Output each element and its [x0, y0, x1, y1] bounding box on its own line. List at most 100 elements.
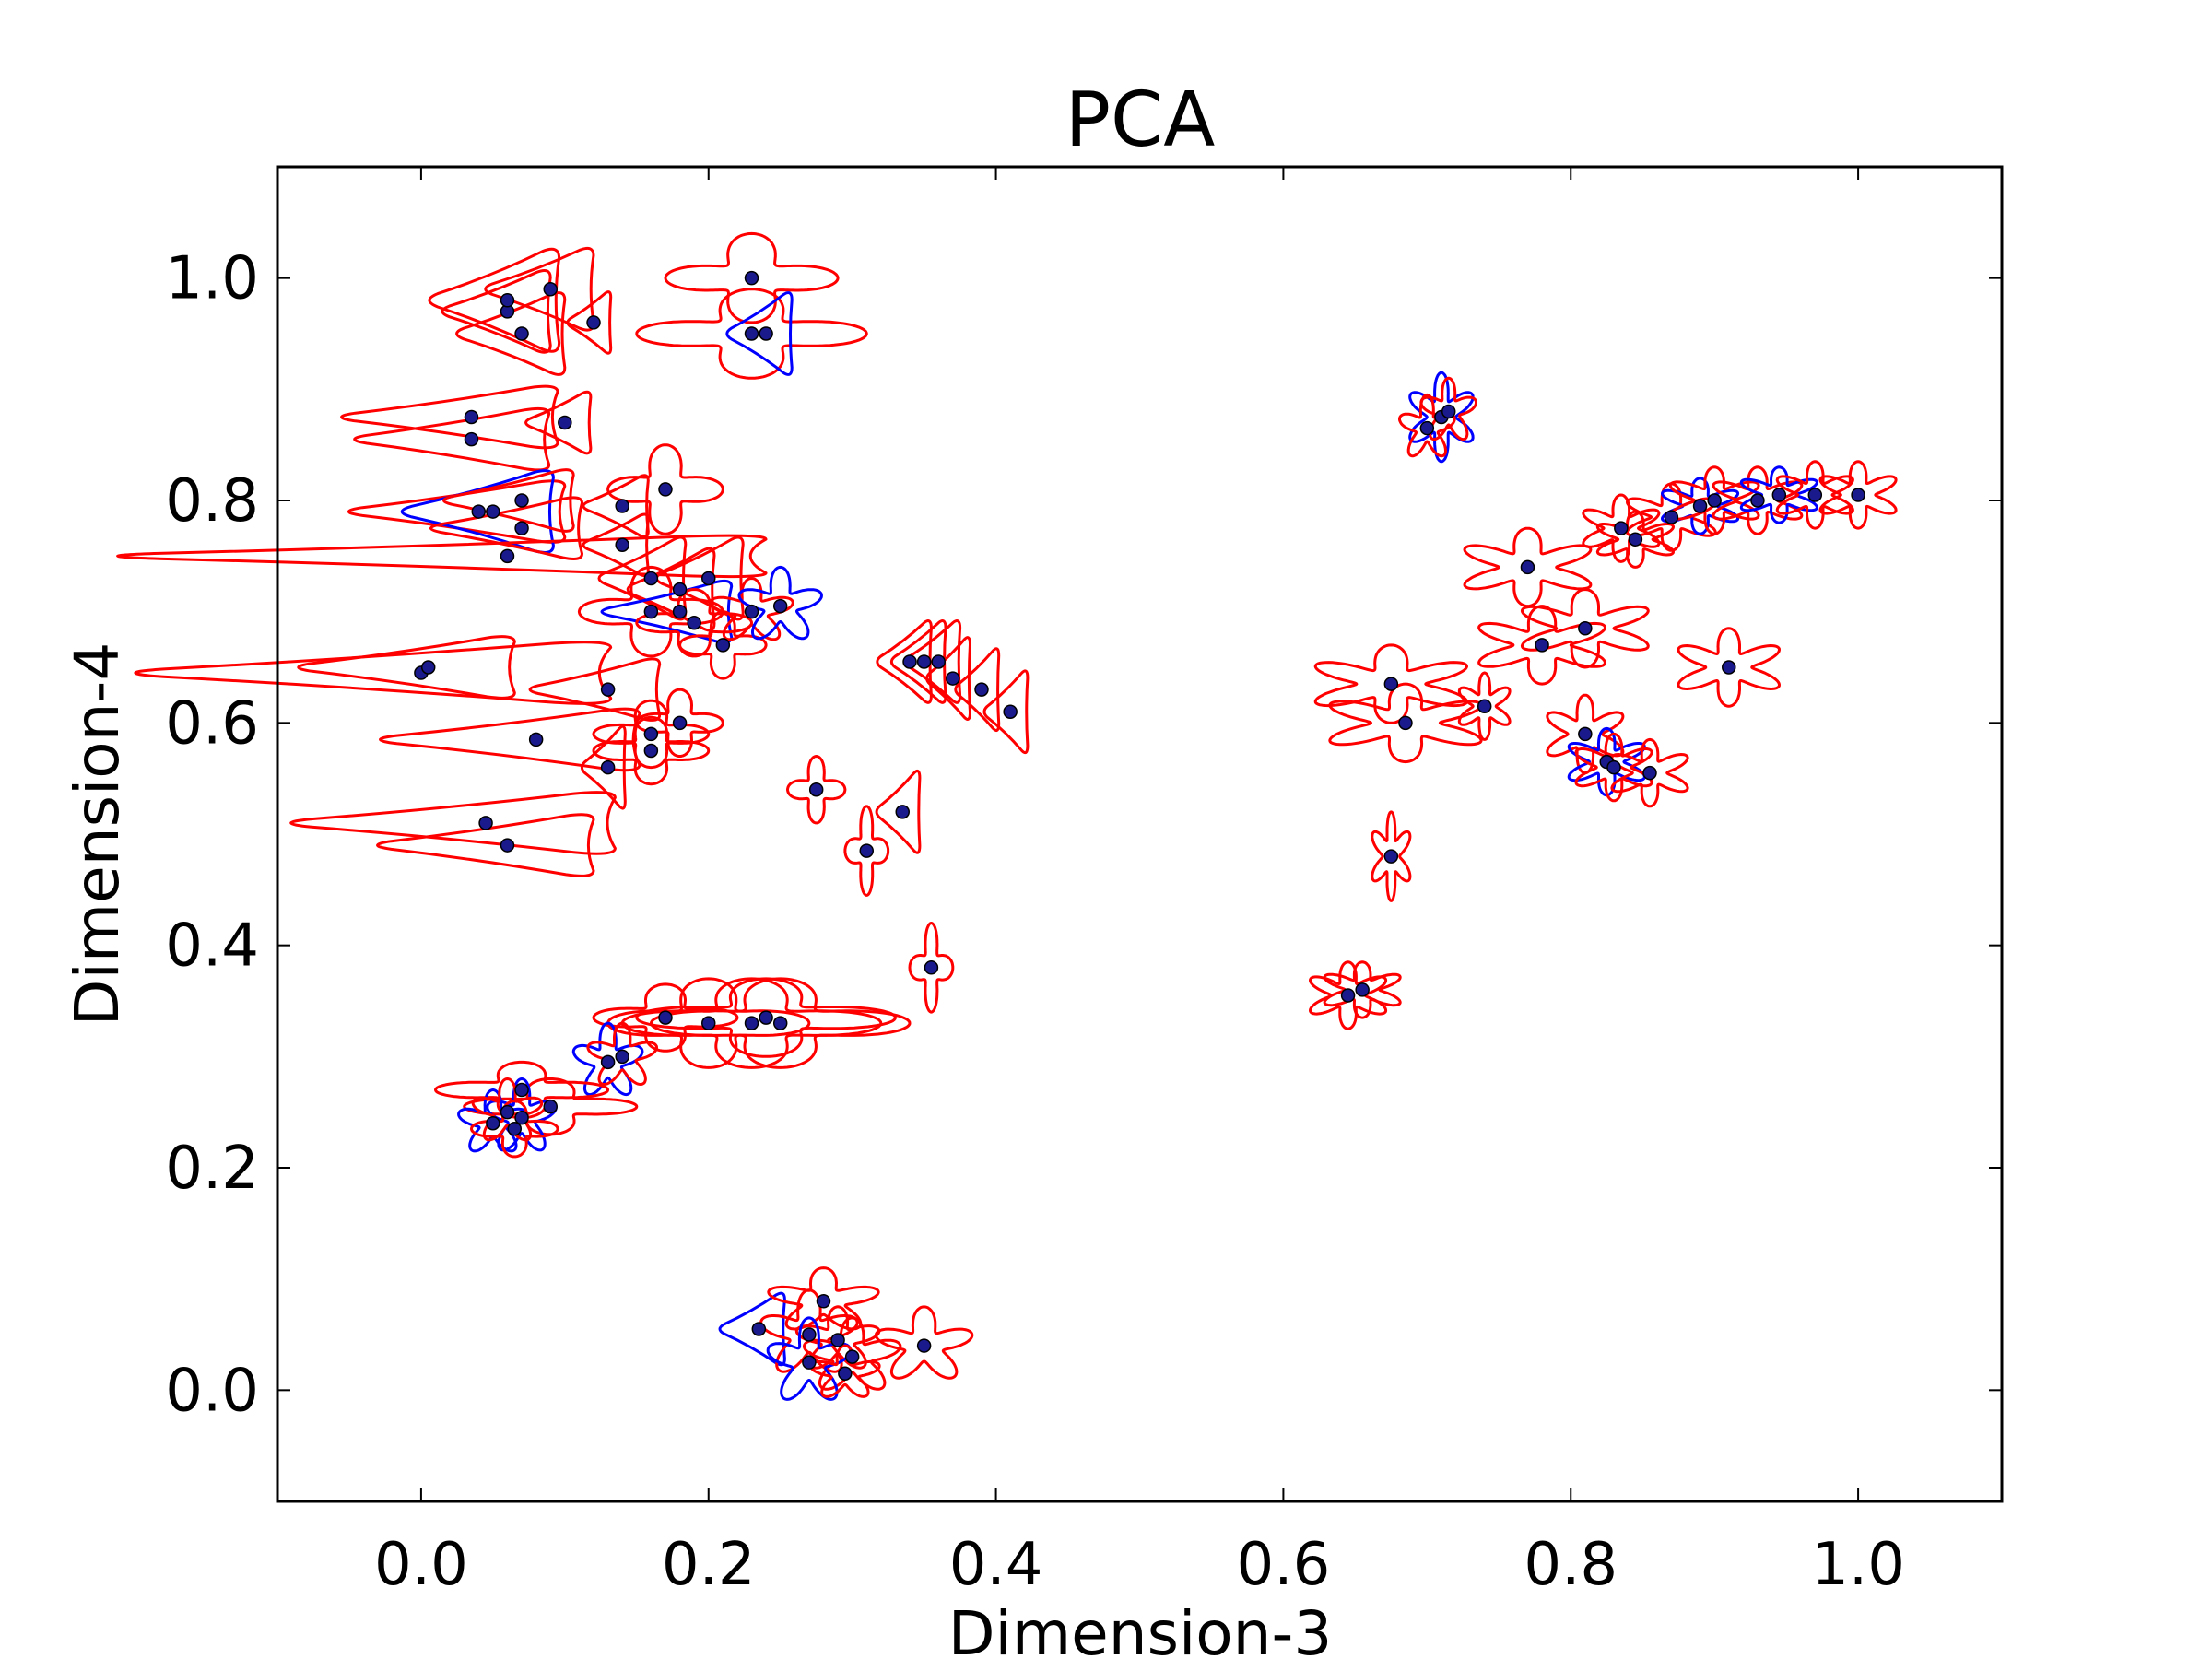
- glyph-contour: [1582, 493, 1661, 563]
- glyph-contour: [1477, 605, 1606, 686]
- point-layer: [414, 270, 1865, 1381]
- glyph-contour: [874, 1305, 974, 1380]
- data-point: [558, 415, 572, 430]
- data-point: [902, 654, 917, 669]
- glyph-contour: [654, 535, 745, 621]
- data-point: [615, 1049, 629, 1065]
- glyph-contour: [1371, 810, 1412, 902]
- data-point: [514, 493, 529, 508]
- glyph-contour: [725, 291, 794, 376]
- glyph-contour: [1677, 627, 1781, 708]
- data-point: [931, 654, 946, 669]
- data-point: [916, 654, 932, 669]
- data-point: [916, 1338, 932, 1353]
- data-point: [420, 660, 436, 675]
- data-point: [1664, 510, 1679, 524]
- data-point: [744, 326, 759, 341]
- glyph-contour: [592, 982, 739, 1053]
- glyph-contour: [429, 496, 583, 560]
- data-point: [464, 431, 479, 447]
- glyph-contour: [737, 565, 823, 641]
- glyph-contour: [524, 390, 593, 455]
- data-point: [1628, 532, 1643, 547]
- glyph-contour: [1313, 643, 1468, 724]
- data-point: [1614, 521, 1629, 535]
- glyph-contour: [1610, 737, 1689, 808]
- glyph-contour: [340, 384, 559, 450]
- data-point: [759, 326, 773, 341]
- x-axis-label: Dimension-3: [948, 1598, 1333, 1659]
- data-point: [859, 843, 875, 858]
- data-point: [514, 1110, 529, 1125]
- data-point: [586, 315, 601, 330]
- glyph-contour: [954, 647, 1001, 732]
- glyph-contour: [635, 588, 753, 658]
- y-tick-label: 0.6: [165, 689, 259, 758]
- data-point: [1419, 420, 1435, 436]
- data-point: [615, 499, 629, 513]
- glyph-contour: [577, 565, 724, 658]
- data-point: [643, 743, 659, 759]
- data-point: [658, 482, 673, 497]
- data-point: [643, 571, 659, 586]
- glyph-contour: [1309, 960, 1388, 1030]
- data-point: [658, 1010, 673, 1025]
- x-tick-label: 0.4: [949, 1531, 1043, 1599]
- y-tick-label: 0.0: [165, 1357, 259, 1425]
- glyph-contour: [875, 770, 922, 854]
- data-point: [543, 281, 558, 297]
- glyph-contour: [809, 1344, 881, 1398]
- data-point: [802, 1355, 817, 1370]
- data-point: [772, 598, 788, 614]
- data-point: [600, 1054, 616, 1070]
- x-tick-label: 1.0: [1811, 1531, 1905, 1599]
- data-point: [1477, 699, 1492, 713]
- data-point: [701, 1016, 716, 1030]
- data-point: [1383, 849, 1399, 864]
- glyph-contour: [1668, 465, 1760, 535]
- y-tick-label: 0.8: [165, 467, 259, 535]
- data-point: [514, 1082, 529, 1098]
- data-point: [1003, 704, 1018, 720]
- data-point: [744, 270, 759, 286]
- glyph-contour: [709, 577, 794, 641]
- glyph-contour: [566, 290, 613, 355]
- data-point: [759, 1010, 773, 1025]
- glyph-contour: [353, 406, 551, 472]
- data-point: [1535, 638, 1549, 653]
- data-point: [643, 726, 659, 742]
- tick-layer: 0.0 0.2 0.4 0.6 0.8 1.0 0.0 0.2 0.4 0.6 0.8 1.0: [165, 167, 2002, 1599]
- glyph-contour: [1712, 465, 1804, 535]
- glyph-contour: [376, 813, 595, 877]
- data-point: [1692, 499, 1708, 513]
- x-tick-label: 0.8: [1524, 1531, 1618, 1599]
- data-point: [672, 604, 688, 619]
- glyph-contour: [379, 707, 641, 772]
- glyph-contour: [400, 469, 555, 554]
- data-point: [1340, 988, 1356, 1003]
- glyph-contour: [441, 268, 552, 354]
- data-point: [751, 1322, 767, 1336]
- data-point: [1441, 404, 1456, 419]
- data-point: [600, 759, 616, 775]
- data-point: [543, 1099, 558, 1114]
- glyph-contour: [1520, 588, 1650, 669]
- glyph-contour: [428, 247, 561, 353]
- glyph-contour: [635, 977, 897, 1058]
- glyph-contour: [635, 288, 868, 380]
- data-point: [507, 1122, 523, 1136]
- data-point: [744, 1016, 759, 1030]
- data-point: [471, 504, 487, 519]
- data-point: [528, 732, 544, 747]
- glyph-contour: [1775, 460, 1854, 530]
- glyph-contour: [471, 1077, 544, 1142]
- glyph-contour: [1661, 477, 1740, 535]
- y-axis-label: Dimension-4: [62, 642, 133, 1027]
- data-point: [500, 548, 515, 564]
- y-tick-label: 0.4: [165, 912, 259, 981]
- glyph-contour: [678, 610, 768, 680]
- data-point: [701, 571, 716, 586]
- glyph-contour: [908, 922, 955, 1014]
- glyph-contour: [586, 1021, 658, 1086]
